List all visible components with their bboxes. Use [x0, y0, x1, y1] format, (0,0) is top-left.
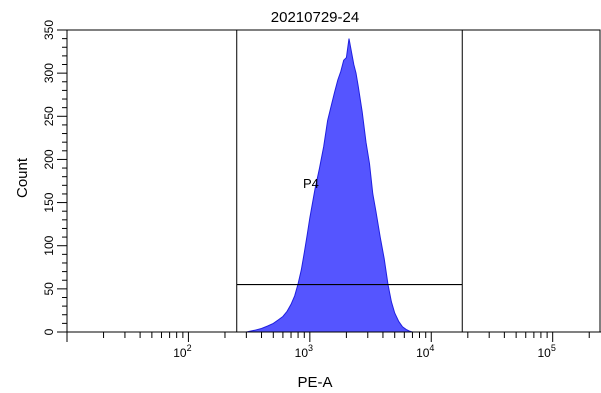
x-tick-label: 102 [173, 343, 191, 360]
y-tick-label: 250 [42, 106, 56, 126]
y-tick-label: 200 [42, 149, 56, 169]
y-tick-label: 50 [42, 282, 56, 296]
gate-label-p4: P4 [303, 176, 319, 191]
histogram-area [246, 38, 413, 333]
y-tick-label: 300 [42, 63, 56, 83]
chart-title: 20210729-24 [271, 9, 359, 26]
y-axis: 0 50 100 150 200 250 300 350 [42, 20, 68, 335]
histogram-layer [246, 38, 413, 333]
y-tick-label: 150 [42, 192, 56, 212]
y-tick-label: 350 [42, 20, 56, 40]
y-tick-label: 100 [42, 235, 56, 255]
gate-layer [236, 30, 463, 332]
y-tick-label: 0 [42, 328, 56, 335]
x-axis-title: PE-A [297, 374, 332, 391]
x-tick-label: 103 [295, 343, 313, 360]
x-axis: 102 103 104 105 [66, 331, 601, 360]
x-tick-label: 104 [416, 343, 434, 360]
y-axis-title: Count [14, 157, 31, 198]
x-tick-label: 105 [537, 343, 555, 360]
